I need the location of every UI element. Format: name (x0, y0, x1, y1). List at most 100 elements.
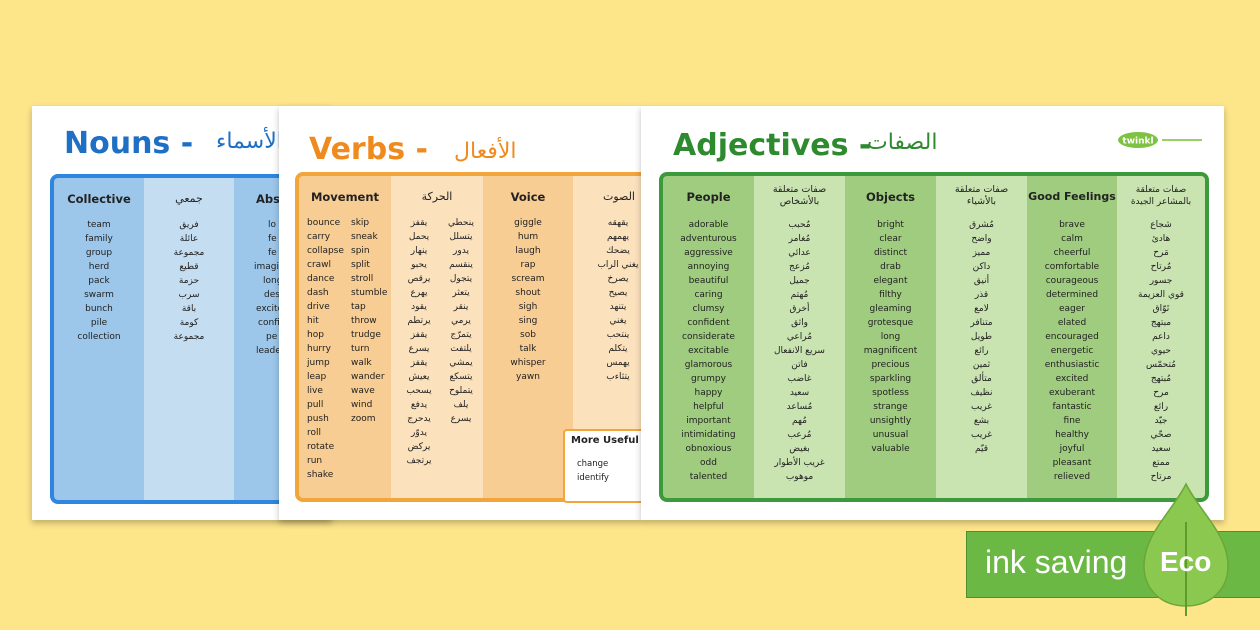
word: identify (577, 473, 609, 483)
word: يقهقه (607, 218, 629, 228)
word: pleasant (1052, 458, 1092, 468)
word: important (686, 416, 731, 426)
word: يدحرج (407, 414, 431, 424)
word: مُحبب (788, 220, 811, 230)
word-list: شجاع هادئ مَرح مُرتاح جسور قوي العزيمة ت… (1117, 218, 1205, 484)
word: longi (263, 276, 285, 286)
word: skip (351, 218, 370, 228)
word: يحبو (411, 260, 427, 270)
word: غاضب (787, 374, 812, 384)
word: leap (307, 372, 327, 382)
adj-column-good-feelings-arabic: صفات متعلقة بالمشاعر الجيدة شجاع هادئ مَ… (1117, 176, 1205, 498)
adj-column-people: People adorable adventurous aggressive a… (663, 176, 754, 498)
word: داعم (1152, 332, 1170, 342)
twinkl-logo: twinkl (1118, 132, 1202, 148)
adjectives-title: Adjectives - (673, 128, 872, 163)
word: hit (307, 316, 319, 326)
word: healthy (1055, 430, 1089, 440)
word: stumble (351, 288, 388, 298)
word: distinct (873, 248, 908, 258)
word: shout (515, 288, 541, 298)
word: fe (268, 234, 277, 244)
leaf-icon (1143, 482, 1229, 616)
word: walk (351, 358, 372, 368)
more-useful-title: More Useful (571, 435, 639, 446)
verbs-title: Verbs - (309, 132, 428, 167)
word: change (577, 459, 609, 469)
word: مُرتاح (1150, 262, 1172, 272)
word: fe (268, 248, 277, 258)
word: collection (77, 332, 121, 342)
word: elated (1057, 318, 1087, 328)
word: fine (1063, 416, 1081, 426)
more-useful-verbs-box: More Useful change identify (563, 429, 641, 503)
word: يرتجف (406, 456, 432, 466)
word: يلتفت (450, 344, 472, 354)
word: lo (268, 220, 277, 230)
word: يصيح (608, 288, 628, 298)
word: brave (1059, 220, 1085, 230)
word: drive (307, 302, 330, 312)
word: rotate (307, 442, 335, 452)
word: أنيق (973, 276, 990, 286)
word: exuberant (1048, 388, 1096, 398)
word: excitable (688, 346, 729, 356)
adjectives-word-table: People adorable adventurous aggressive a… (659, 172, 1209, 502)
column-header: Voice (510, 190, 546, 204)
word: يغني الراب (597, 260, 639, 270)
word: مُساعد (786, 402, 813, 412)
word-list: bounce carry collapse crawl dance dash d… (307, 216, 351, 482)
word: يقفز (410, 218, 428, 228)
word: valuable (871, 444, 910, 454)
word-list: brave calm cheerful comfortable courageo… (1027, 218, 1117, 484)
word: يرتطم (407, 316, 431, 326)
word: صحّي (1150, 430, 1172, 440)
word: مميز (972, 248, 991, 258)
word: شجاع (1150, 220, 1172, 230)
word: wind (351, 400, 373, 410)
nouns-title: Nouns - (64, 126, 194, 161)
word: يدور (453, 246, 469, 256)
word: collapse (307, 246, 344, 256)
word: confident (687, 318, 730, 328)
word: غريب (970, 430, 992, 440)
word: يقود (411, 302, 427, 312)
word: يلف (453, 400, 469, 410)
word: ينحطي (448, 218, 474, 228)
word: swarm (84, 290, 114, 300)
word: عدائي (788, 248, 811, 258)
word: يتسلل (449, 232, 473, 242)
word: excited (1055, 374, 1089, 384)
word: يتكلم (608, 344, 628, 354)
word: مَرح (1153, 248, 1169, 258)
word: hum (517, 232, 539, 242)
word-list: ينحطي يتسلل يدور ينقسم يتجول يتعثر ينقر … (439, 216, 483, 426)
word: relieved (1053, 472, 1091, 482)
word: grumpy (691, 374, 726, 384)
word: يتعثر (452, 288, 470, 298)
word: كومة (179, 318, 199, 328)
word: مُهم (792, 416, 807, 426)
word: clumsy (692, 304, 725, 314)
word: مجموعة (173, 332, 205, 342)
word: يقفز (410, 358, 428, 368)
word: carry (307, 232, 331, 242)
word: courageous (1045, 276, 1099, 286)
word: push (307, 414, 329, 424)
word: spotless (872, 388, 909, 398)
word: يسرع (408, 344, 430, 354)
word: يتسكع (449, 372, 473, 382)
word: long (880, 332, 901, 342)
word: يهرع (410, 288, 428, 298)
word: energetic (1050, 346, 1094, 356)
adj-column-people-arabic: صفات متعلقة بالأشخاص مُحبب مُغامر عدائي … (754, 176, 845, 498)
column-header: صفات متعلقة بالمشاعر الجيدة (1130, 185, 1192, 207)
word: متألق (971, 374, 992, 384)
word-list: مُشرق واضح مميز داكن أنيق قذر لامع متناف… (936, 218, 1027, 456)
word: يحمل (408, 232, 430, 242)
word: هادئ (1151, 234, 1171, 244)
word: odd (700, 458, 717, 468)
word-list: change identify (577, 457, 641, 485)
word: beautiful (688, 276, 729, 286)
word: مرتاح (1150, 472, 1172, 482)
